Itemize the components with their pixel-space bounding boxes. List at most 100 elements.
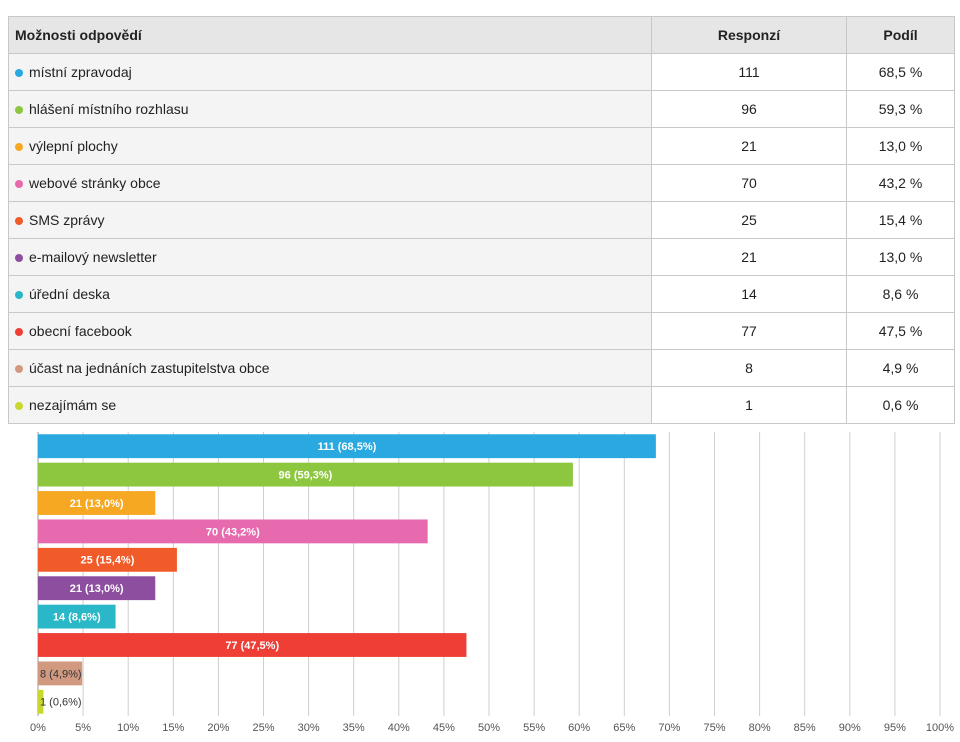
cell-text: 15,4 % — [878, 212, 923, 228]
x-tick-label: 85% — [794, 722, 816, 734]
cell-text: místní zpravodaj — [29, 64, 132, 80]
cell-text: hlášení místního rozhlasu — [29, 101, 189, 117]
table-cell: účast na jednáních zastupitelstva obce — [8, 349, 652, 387]
table-row: místní zpravodaj 111 68,5 % — [8, 53, 955, 91]
cell-text: 96 — [741, 101, 757, 117]
legend-dot — [15, 254, 23, 263]
bar — [38, 661, 83, 686]
legend-dot — [15, 291, 23, 300]
legend-dot — [15, 402, 23, 411]
table-row: hlášení místního rozhlasu 96 59,3 % — [8, 90, 955, 128]
legend-dot — [15, 143, 23, 152]
header-cell: Možnosti odpovědí — [8, 16, 652, 54]
bar — [38, 547, 177, 572]
data-label: 21 (13,0%) — [70, 583, 124, 595]
bar — [38, 491, 156, 515]
bar — [38, 519, 428, 544]
bar — [38, 434, 656, 459]
table-cell: webové stránky obce — [8, 164, 652, 202]
table-cell: 15,4 % — [846, 201, 955, 239]
cell-text: 21 — [741, 249, 757, 265]
x-tick-label: 55% — [523, 722, 545, 734]
table-cell: 59,3 % — [846, 90, 955, 128]
table-row: SMS zprávy 25 15,4 % — [8, 201, 955, 239]
table-row: obecní facebook 77 47,5 % — [8, 312, 955, 350]
cell-text: 70 — [741, 175, 757, 191]
x-tick-label: 90% — [839, 722, 861, 734]
table-cell: obecní facebook — [8, 312, 652, 350]
legend-dot — [15, 328, 23, 337]
x-tick-label: 80% — [749, 722, 771, 734]
table-cell: 8 — [651, 349, 847, 387]
table-cell: 21 — [651, 127, 847, 165]
legend-dot — [15, 217, 23, 226]
data-label: 70 (43,2%) — [206, 526, 260, 538]
cell-text: 68,5 % — [878, 64, 923, 80]
x-tick-label: 60% — [568, 722, 590, 734]
legend-dot — [15, 106, 23, 115]
table-cell: úřední deska — [8, 275, 652, 313]
cell-text: 43,2 % — [878, 175, 923, 191]
header-row: Možnosti odpovědí Responzí Podíl — [8, 16, 955, 54]
x-tick-label: 5% — [75, 722, 91, 734]
cell-text: 47,5 % — [878, 323, 923, 339]
table-cell: 14 — [651, 275, 847, 313]
x-tick-label: 35% — [343, 722, 365, 734]
cell-text: SMS zprávy — [29, 212, 105, 228]
x-tick-label: 100% — [926, 722, 954, 734]
table-cell: 70 — [651, 164, 847, 202]
table-cell: 4,9 % — [846, 349, 955, 387]
x-tick-label: 20% — [207, 722, 229, 734]
table-row: e-mailový newsletter 21 13,0 % — [8, 238, 955, 276]
cell-text: 14 — [741, 286, 757, 302]
table-cell: e-mailový newsletter — [8, 238, 652, 276]
x-tick-label: 45% — [433, 722, 455, 734]
cell-text: 59,3 % — [878, 101, 923, 117]
x-tick-label: 75% — [703, 722, 725, 734]
x-tick-label: 95% — [884, 722, 906, 734]
table-row: nezajímám se 1 0,6 % — [8, 386, 955, 424]
table-cell: 8,6 % — [846, 275, 955, 313]
data-label: 25 (15,4%) — [81, 555, 135, 567]
table-body: místní zpravodaj 111 68,5 % hlášení místníh… — [8, 53, 955, 424]
table-cell: hlášení místního rozhlasu — [8, 90, 652, 128]
table-cell: 21 — [651, 238, 847, 276]
cell-text: 13,0 % — [878, 138, 923, 154]
cell-text: 25 — [741, 212, 757, 228]
table-cell: 0,6 % — [846, 386, 955, 424]
data-label: 77 (47,5%) — [225, 640, 279, 652]
cell-text: výlepní plochy — [29, 138, 118, 154]
legend-dot — [15, 69, 23, 78]
data-label: 8 (4,9%) — [40, 668, 82, 680]
results-table: Možnosti odpovědí Responzí Podíl místní … — [8, 16, 955, 424]
table-cell: 111 — [651, 53, 847, 91]
cell-text: účast na jednáních zastupitelstva obce — [29, 360, 270, 376]
data-label: 111 (68,5%) — [318, 441, 377, 453]
x-tick-label: 30% — [298, 722, 320, 734]
table-cell: 68,5 % — [846, 53, 955, 91]
cell-text: obecní facebook — [29, 323, 132, 339]
table-row: úřední deska 14 8,6 % — [8, 275, 955, 313]
table-cell: 96 — [651, 90, 847, 128]
cell-text: 8,6 % — [882, 286, 919, 302]
legend-dot — [15, 180, 23, 189]
cell-text: 1 — [745, 397, 753, 413]
table-cell: SMS zprávy — [8, 201, 652, 239]
header-cell: Podíl — [846, 16, 955, 54]
table-cell: nezajímám se — [8, 386, 652, 424]
table-row: webové stránky obce 70 43,2 % — [8, 164, 955, 202]
cell-text: nezajímám se — [29, 397, 117, 413]
bar — [38, 462, 573, 487]
data-label: 1 (0,6%) — [40, 697, 82, 709]
table-cell: 25 — [651, 201, 847, 239]
table-cell: 1 — [651, 386, 847, 424]
bar — [38, 576, 156, 601]
table-cell: 13,0 % — [846, 238, 955, 276]
cell-text: 4,9 % — [882, 360, 919, 376]
cell-text: úřední deska — [29, 286, 110, 302]
data-label: 96 (59,3%) — [279, 470, 333, 482]
cell-text: 77 — [741, 323, 757, 339]
bar — [38, 689, 44, 714]
x-tick-label: 65% — [613, 722, 635, 734]
